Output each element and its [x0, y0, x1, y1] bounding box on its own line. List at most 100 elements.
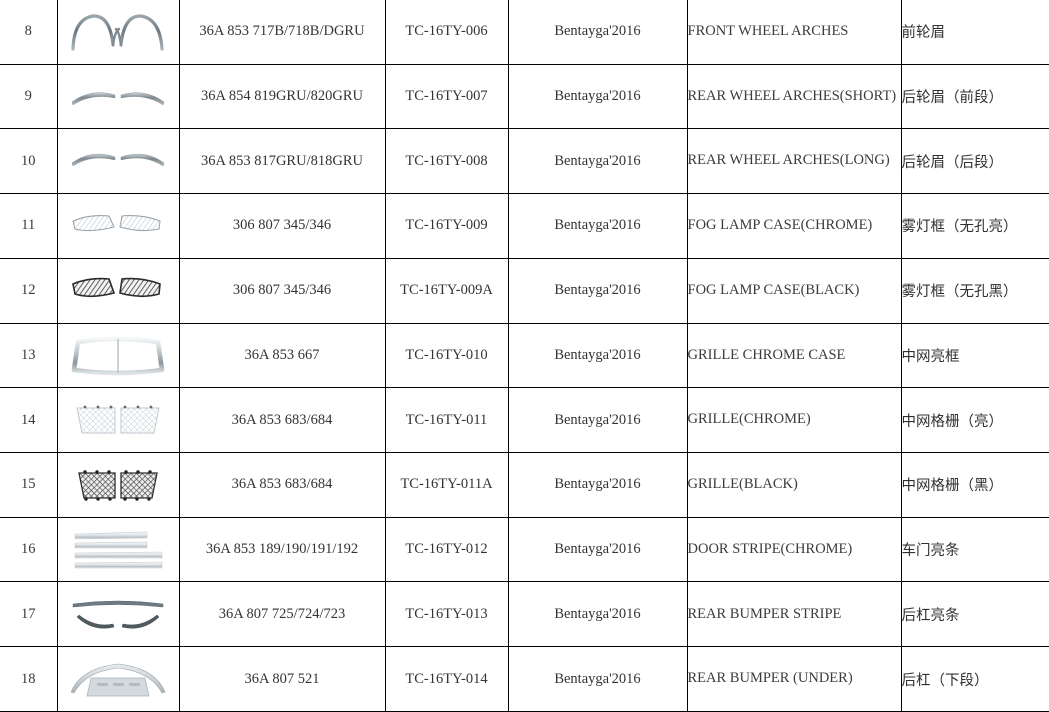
product-code-cell: TC-16TY-009A [384, 257, 509, 324]
part-name-en-cell: DOOR STRIPE(CHROME) [686, 516, 902, 583]
table-row: 8 36A 853 717B/ [0, 0, 1049, 65]
part-photo-cell [56, 581, 180, 648]
item-number-cell: 18 [0, 646, 58, 712]
part-name-cn-cell: 中网格栅（黑） [900, 451, 1049, 518]
vehicle-model-cell: Bentayga'2016 [507, 0, 688, 65]
vehicle-model-cell: Bentayga'2016 [507, 516, 688, 583]
door-stripe-set-icon [63, 521, 173, 579]
item-number-cell: 17 [0, 581, 58, 648]
part-name-cn-cell: 前轮眉 [900, 0, 1049, 65]
vehicle-model-cell: Bentayga'2016 [507, 128, 688, 195]
oe-number-cell: 36A 807 725/724/723 [178, 581, 386, 648]
part-name-cn-cell: 后杠亮条 [900, 581, 1049, 648]
table-row: 14 [0, 387, 1049, 453]
part-name-cn-cell: 雾灯框（无孔亮） [900, 193, 1049, 259]
table-row: 10 36A 853 817GRU/818GRU TC-16TY-008 Ben… [0, 128, 1049, 195]
product-code-cell: TC-16TY-011 [384, 387, 509, 453]
table-row: 18 [0, 646, 1049, 712]
item-number-cell: 16 [0, 516, 58, 583]
vehicle-model-cell: Bentayga'2016 [507, 387, 688, 453]
vehicle-model-cell: Bentayga'2016 [507, 193, 688, 259]
item-number-cell: 8 [0, 0, 58, 65]
oe-number-cell: 36A 853 683/684 [178, 451, 386, 518]
front-wheel-arch-pair-icon [63, 3, 173, 61]
table-row: 11 306 807 345/346 [0, 193, 1049, 259]
product-code-cell: TC-16TY-013 [384, 581, 509, 648]
part-name-en-cell: REAR BUMPER (UNDER) [686, 646, 902, 712]
rear-bumper-stripe-icon [63, 585, 173, 643]
fog-lamp-case-chrome-icon [63, 197, 173, 255]
part-name-cn-cell: 中网格栅（亮） [900, 387, 1049, 453]
oe-number-cell: 306 807 345/346 [178, 257, 386, 324]
oe-number-cell: 36A 853 817GRU/818GRU [178, 128, 386, 195]
part-name-en-cell: GRILLE(CHROME) [686, 387, 902, 453]
oe-number-cell: 306 807 345/346 [178, 193, 386, 259]
part-name-en-cell: REAR BUMPER STRIPE [686, 581, 902, 648]
vehicle-model-cell: Bentayga'2016 [507, 581, 688, 648]
oe-number-cell: 36A 853 717B/718B/DGRU [178, 0, 386, 65]
part-photo-cell [56, 63, 180, 130]
part-name-cn-cell: 后轮眉（前段） [900, 63, 1049, 130]
vehicle-model-cell: Bentayga'2016 [507, 63, 688, 130]
part-name-cn-cell: 中网亮框 [900, 322, 1049, 389]
rear-wheel-arch-long-pair-icon [63, 132, 173, 190]
table-row: 13 36A 853 667 TC- [0, 322, 1049, 389]
oe-number-cell: 36A 854 819GRU/820GRU [178, 63, 386, 130]
product-code-cell: TC-16TY-008 [384, 128, 509, 195]
item-number-cell: 13 [0, 322, 58, 389]
item-number-cell: 15 [0, 451, 58, 518]
table-row: 16 [0, 516, 1049, 583]
part-photo-cell [56, 128, 180, 195]
product-code-cell: TC-16TY-009 [384, 193, 509, 259]
part-photo-cell [56, 0, 180, 65]
part-name-cn-cell: 雾灯框（无孔黑） [900, 257, 1049, 324]
vehicle-model-cell: Bentayga'2016 [507, 451, 688, 518]
vehicle-model-cell: Bentayga'2016 [507, 257, 688, 324]
part-name-en-cell: FOG LAMP CASE(BLACK) [686, 257, 902, 324]
product-code-cell: TC-16TY-012 [384, 516, 509, 583]
product-code-cell: TC-16TY-010 [384, 322, 509, 389]
item-number-cell: 12 [0, 257, 58, 324]
part-name-en-cell: REAR WHEEL ARCHES(LONG) [686, 128, 902, 195]
item-number-cell: 14 [0, 387, 58, 453]
table-row: 9 36A 854 819GRU/820GRU TC-16TY-007 [0, 63, 1049, 130]
part-photo-cell [56, 387, 180, 453]
item-number-cell: 9 [0, 63, 58, 130]
oe-number-cell: 36A 853 683/684 [178, 387, 386, 453]
part-photo-cell [56, 646, 180, 712]
part-name-en-cell: GRILLE(BLACK) [686, 451, 902, 518]
part-name-cn-cell: 后杠（下段） [900, 646, 1049, 712]
part-photo-cell [56, 451, 180, 518]
product-code-cell: TC-16TY-014 [384, 646, 509, 712]
part-name-en-cell: GRILLE CHROME CASE [686, 322, 902, 389]
product-code-cell: TC-16TY-011A [384, 451, 509, 518]
fog-lamp-case-black-icon [63, 262, 173, 320]
vehicle-model-cell: Bentayga'2016 [507, 322, 688, 389]
product-code-cell: TC-16TY-007 [384, 63, 509, 130]
grille-black-mesh-icon [63, 456, 173, 514]
part-name-en-cell: FOG LAMP CASE(CHROME) [686, 193, 902, 259]
part-photo-cell [56, 322, 180, 389]
part-photo-cell [56, 257, 180, 324]
item-number-cell: 11 [0, 193, 58, 259]
vehicle-model-cell: Bentayga'2016 [507, 646, 688, 712]
oe-number-cell: 36A 853 189/190/191/192 [178, 516, 386, 583]
table-row: 12 306 807 345/346 [0, 257, 1049, 324]
oe-number-cell: 36A 853 667 [178, 322, 386, 389]
rear-bumper-under-icon [63, 650, 173, 708]
product-code-cell: TC-16TY-006 [384, 0, 509, 65]
part-name-en-cell: REAR WHEEL ARCHES(SHORT) [686, 63, 902, 130]
part-name-cn-cell: 后轮眉（后段） [900, 128, 1049, 195]
grille-chrome-case-icon [63, 326, 173, 384]
grille-chrome-mesh-icon [63, 391, 173, 449]
table-row: 17 36A 807 725/724/723 TC-16TY-013 Benta… [0, 581, 1049, 648]
rear-wheel-arch-short-pair-icon [63, 68, 173, 126]
part-photo-cell [56, 516, 180, 583]
part-photo-cell [56, 193, 180, 259]
item-number-cell: 10 [0, 128, 58, 195]
part-name-en-cell: FRONT WHEEL ARCHES [686, 0, 902, 65]
oe-number-cell: 36A 807 521 [178, 646, 386, 712]
table-row: 15 [0, 451, 1049, 518]
